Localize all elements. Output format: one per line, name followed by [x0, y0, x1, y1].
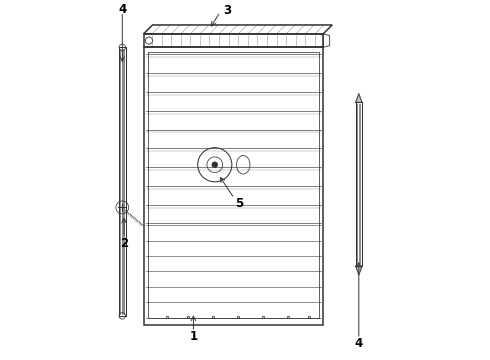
- Text: 2: 2: [120, 237, 128, 249]
- Circle shape: [212, 162, 217, 167]
- Text: 4: 4: [118, 3, 126, 16]
- Polygon shape: [356, 266, 362, 275]
- Text: 1: 1: [189, 330, 197, 343]
- Text: 4: 4: [355, 337, 363, 350]
- Text: 3: 3: [223, 4, 231, 17]
- Polygon shape: [356, 94, 362, 103]
- Text: 5: 5: [235, 197, 243, 210]
